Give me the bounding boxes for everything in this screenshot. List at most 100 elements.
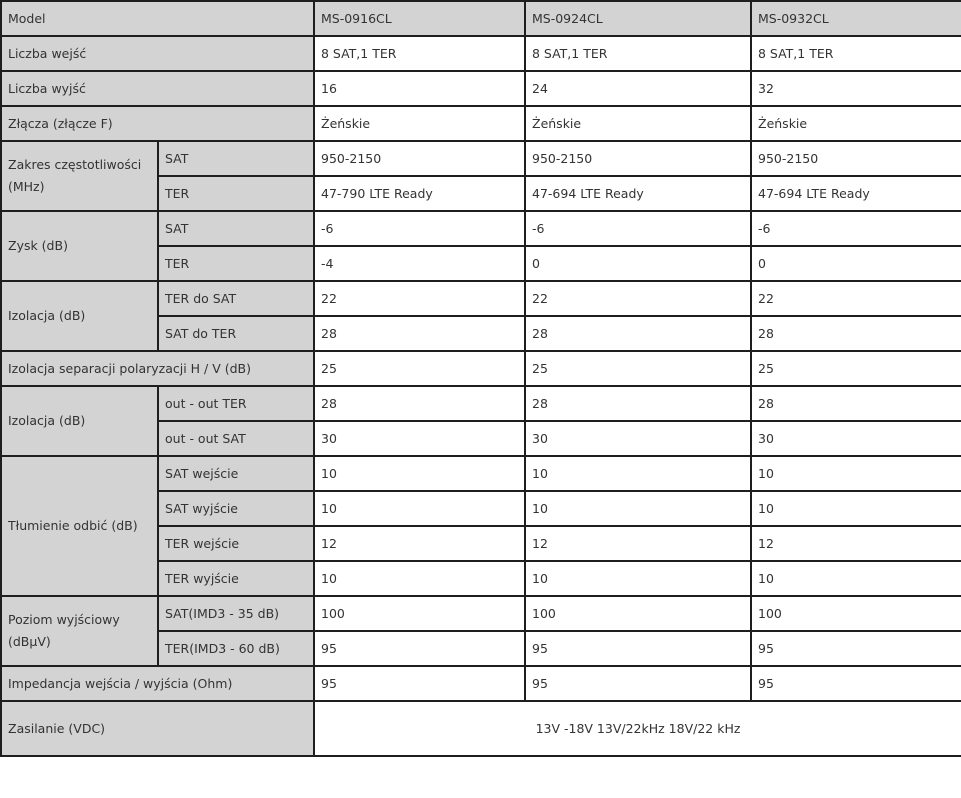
value-cell: 25: [750, 350, 961, 387]
row-label: Poziom wyjściowy (dBμV): [0, 595, 159, 667]
value-cell: 22: [524, 280, 752, 317]
table-row: TER -4 0 0: [1, 245, 961, 282]
value-cell: 47-694 LTE Ready: [524, 175, 752, 212]
row-label: Tłumienie odbić (dB): [0, 455, 159, 597]
spec-table-body: Model MS-0916CL MS-0924CL MS-0932CL Licz…: [0, 0, 961, 757]
value-cell: 28: [750, 315, 961, 352]
sub-label: SAT(IMD3 - 35 dB): [157, 595, 315, 632]
table-row: Izolacja (dB) TER do SAT 22 22 22: [0, 280, 961, 352]
sub-label: TER(IMD3 - 60 dB): [157, 630, 315, 667]
model-header: MS-0924CL: [524, 0, 752, 37]
value-cell: 12: [750, 525, 961, 562]
value-cell: 32: [750, 70, 961, 107]
row-label: Izolacja (dB): [0, 385, 159, 457]
value-cell: 8 SAT,1 TER: [750, 35, 961, 72]
value-cell: 100: [750, 595, 961, 632]
value-cell: 950-2150: [750, 140, 961, 177]
table-row: SAT wyjście 10 10 10: [1, 490, 961, 527]
value-cell: 28: [750, 385, 961, 422]
sub-label: TER do SAT: [157, 280, 315, 317]
value-cell: 25: [524, 350, 752, 387]
table-row: Izolacja separacji polaryzacji H / V (dB…: [0, 350, 961, 387]
value-cell: 950-2150: [524, 140, 752, 177]
model-header: MS-0916CL: [313, 0, 526, 37]
value-cell: 8 SAT,1 TER: [313, 35, 526, 72]
value-cell: 10: [524, 560, 752, 597]
table-row: Liczba wyjść 16 24 32: [0, 70, 961, 107]
value-cell: -6: [524, 210, 752, 247]
value-cell: Żeńskie: [313, 105, 526, 142]
value-cell: 95: [524, 630, 752, 667]
value-cell: 0: [524, 245, 752, 282]
table-row: TER wejście 12 12 12: [1, 525, 961, 562]
sub-label: TER wejście: [157, 525, 315, 562]
value-cell: 16: [313, 70, 526, 107]
row-label: Zasilanie (VDC): [0, 700, 315, 757]
value-cell: 28: [313, 385, 526, 422]
row-label: Liczba wejść: [0, 35, 315, 72]
sub-label: out - out SAT: [157, 420, 315, 457]
sub-label: SAT: [157, 140, 315, 177]
value-cell: 12: [524, 525, 752, 562]
header-label: Model: [0, 0, 315, 37]
sub-label: SAT do TER: [157, 315, 315, 352]
value-cell: 30: [313, 420, 526, 457]
table-row: Zasilanie (VDC) 13V -18V 13V/22kHz 18V/22…: [0, 700, 961, 757]
table-row: TER wyjście 10 10 10: [1, 560, 961, 597]
value-cell: 10: [313, 455, 526, 492]
table-row: Zakres częstotliwości (MHz) SAT 950-2150 95…: [0, 140, 961, 212]
value-cell: 0: [750, 245, 961, 282]
value-cell: 10: [524, 490, 752, 527]
value-cell: 10: [750, 490, 961, 527]
value-cell: 95: [313, 665, 526, 702]
value-cell: -4: [313, 245, 526, 282]
table-row: out - out SAT 30 30 30: [1, 420, 961, 457]
table-row: Impedancja wejścia / wyjścia (Ohm) 95 95 95: [0, 665, 961, 702]
table-row: TER 47-790 LTE Ready 47-694 LTE Ready 47-69…: [1, 175, 961, 212]
value-cell: 10: [524, 455, 752, 492]
row-label: Złącza (złącze F): [0, 105, 315, 142]
value-cell: 95: [524, 665, 752, 702]
value-cell: -6: [313, 210, 526, 247]
sub-label: TER: [157, 245, 315, 282]
row-label: Zysk (dB): [0, 210, 159, 282]
value-cell: Żeńskie: [524, 105, 752, 142]
value-cell: 950-2150: [313, 140, 526, 177]
row-label: Impedancja wejścia / wyjścia (Ohm): [0, 665, 315, 702]
value-cell: 28: [313, 315, 526, 352]
sub-label: TER wyjście: [157, 560, 315, 597]
value-cell: 24: [524, 70, 752, 107]
sub-label: SAT: [157, 210, 315, 247]
value-cell: 95: [750, 665, 961, 702]
table-row: Tłumienie odbić (dB) SAT wejście 10 10 10: [0, 455, 961, 597]
table-row: Zysk (dB) SAT -6 -6 -6: [0, 210, 961, 282]
row-label: Izolacja separacji polaryzacji H / V (dB…: [0, 350, 315, 387]
value-cell: Żeńskie: [750, 105, 961, 142]
merged-value-cell: 13V -18V 13V/22kHz 18V/22 kHz: [313, 700, 961, 757]
value-cell: 8 SAT,1 TER: [524, 35, 752, 72]
table-row: Liczba wejść 8 SAT,1 TER 8 SAT,1 TER 8 SAT,…: [0, 35, 961, 72]
table-row: Złącza (złącze F) Żeńskie Żeńskie Żeńskie: [0, 105, 961, 142]
value-cell: 25: [313, 350, 526, 387]
table-row: Izolacja (dB) out - out TER 28 28 28: [0, 385, 961, 457]
table-row: SAT do TER 28 28 28: [1, 315, 961, 352]
value-cell: 10: [750, 455, 961, 492]
value-cell: 30: [524, 420, 752, 457]
value-cell: 28: [524, 385, 752, 422]
value-cell: 22: [750, 280, 961, 317]
value-cell: 10: [313, 490, 526, 527]
value-cell: 95: [313, 630, 526, 667]
row-label: Zakres częstotliwości (MHz): [0, 140, 159, 212]
value-cell: 30: [750, 420, 961, 457]
value-cell: 28: [524, 315, 752, 352]
value-cell: 100: [313, 595, 526, 632]
value-cell: 12: [313, 525, 526, 562]
value-cell: -6: [750, 210, 961, 247]
table-row: Poziom wyjściowy (dBμV) SAT(IMD3 - 35 dB)…: [0, 595, 961, 667]
value-cell: 100: [524, 595, 752, 632]
sub-label: SAT wyjście: [157, 490, 315, 527]
value-cell: 95: [750, 630, 961, 667]
sub-label: TER: [157, 175, 315, 212]
value-cell: 10: [750, 560, 961, 597]
sub-label: out - out TER: [157, 385, 315, 422]
